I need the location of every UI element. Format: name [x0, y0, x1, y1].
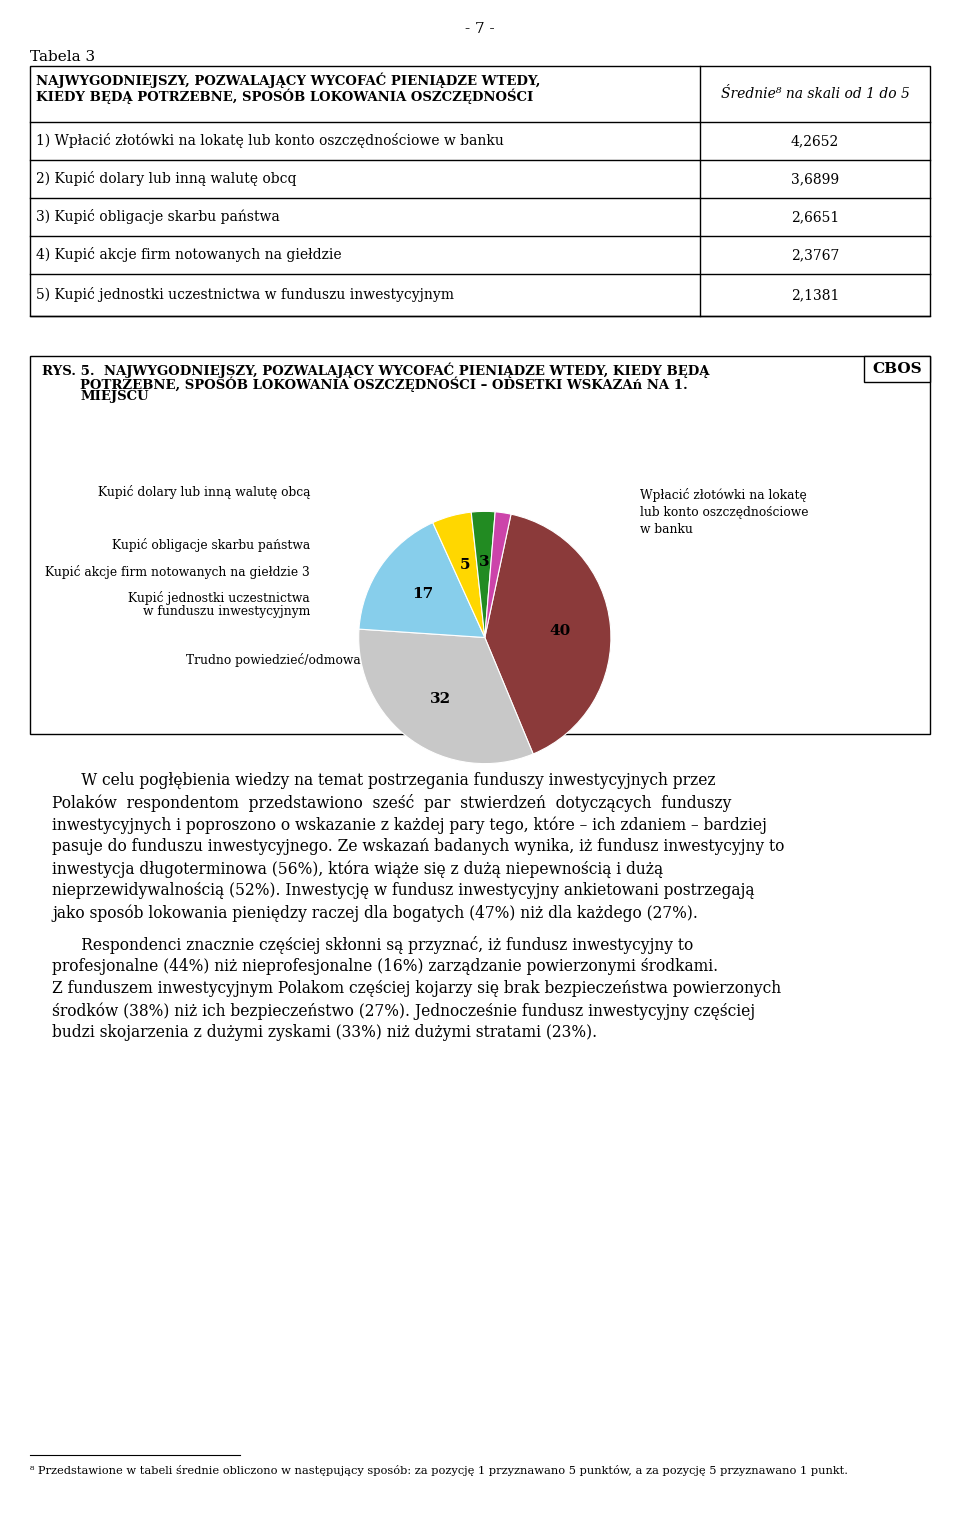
Text: 4,2652: 4,2652 — [791, 134, 839, 148]
Text: Respondenci znacznie częściej skłonni są przyznać, iż fundusz inwestycyjny to: Respondenci znacznie częściej skłonni są… — [52, 937, 693, 954]
Text: środków (38%) niż ich bezpieczeństwo (27%). Jednocześnie fundusz inwestycyjny cz: środków (38%) niż ich bezpieczeństwo (27… — [52, 1001, 756, 1020]
Text: 3: 3 — [478, 555, 490, 569]
Text: 3) Kupić obligacje skarbu państwa: 3) Kupić obligacje skarbu państwa — [36, 209, 279, 225]
Text: Wpłacić złotówki na lokatę
lub konto oszczędnościowe
w banku: Wpłacić złotówki na lokatę lub konto osz… — [640, 488, 808, 537]
Text: inwestycyjnych i poproszono o wskazanie z każdej pary tego, które – ich zdaniem : inwestycyjnych i poproszono o wskazanie … — [52, 817, 767, 834]
Text: CBOS: CBOS — [873, 361, 922, 375]
Wedge shape — [359, 523, 485, 637]
Text: Z funduszem inwestycyjnym Polakom częściej kojarzy się brak bezpieczeństwa powie: Z funduszem inwestycyjnym Polakom części… — [52, 980, 781, 997]
Wedge shape — [433, 512, 485, 637]
Text: 1) Wpłacić złotówki na lokatę lub konto oszczędnościowe w banku: 1) Wpłacić złotówki na lokatę lub konto … — [36, 134, 504, 149]
Text: pasuje do funduszu inwestycyjnego. Ze wskazań badanych wynika, iż fundusz inwest: pasuje do funduszu inwestycyjnego. Ze ws… — [52, 838, 784, 855]
Text: jako sposób lokowania pieniędzy raczej dla bogatych (47%) niż dla każdego (27%).: jako sposób lokowania pieniędzy raczej d… — [52, 904, 698, 921]
Bar — [864, 355, 930, 381]
Text: budzi skojarzenia z dużymi zyskami (33%) niż dużymi stratami (23%).: budzi skojarzenia z dużymi zyskami (33%)… — [52, 1024, 597, 1041]
Text: NAJWYGODNIEJSZY, POZWALAJĄCY WYCOFAĆ PIENIĄDZE WTEDY,: NAJWYGODNIEJSZY, POZWALAJĄCY WYCOFAĆ PIE… — [36, 72, 540, 88]
Bar — [30, 66, 930, 315]
Text: KIEDY BĘDĄ POTRZEBNE, SPOSÓB LOKOWANIA OSZCZĘDNOŚCI: KIEDY BĘDĄ POTRZEBNE, SPOSÓB LOKOWANIA O… — [36, 88, 533, 103]
Wedge shape — [359, 629, 533, 763]
Wedge shape — [471, 512, 495, 637]
Text: - 7 -: - 7 - — [466, 22, 494, 35]
Text: Kupić dolary lub inną walutę obcą: Kupić dolary lub inną walutę obcą — [98, 484, 310, 498]
Wedge shape — [485, 512, 511, 637]
Text: RYS. 5.  NAJWYGODNIEJSZY, POZWALAJĄCY WYCOFAĆ PIENIĄDZE WTEDY, KIEDY BĘDĄ: RYS. 5. NAJWYGODNIEJSZY, POZWALAJĄCY WYC… — [42, 361, 709, 377]
Text: Tabela 3: Tabela 3 — [30, 51, 95, 65]
Text: 5) Kupić jednostki uczestnictwa w funduszu inwestycyjnym: 5) Kupić jednostki uczestnictwa w fundus… — [36, 288, 454, 303]
Text: w funduszu inwestycyjnym: w funduszu inwestycyjnym — [143, 606, 310, 618]
Text: 5: 5 — [460, 557, 470, 572]
Text: Kupić obligacje skarbu państwa: Kupić obligacje skarbu państwa — [111, 538, 310, 552]
Text: 17: 17 — [412, 588, 433, 601]
Text: inwestycja długoterminowa (56%), która wiąże się z dużą niepewnością i dużą: inwestycja długoterminowa (56%), która w… — [52, 860, 663, 878]
Bar — [30, 355, 930, 734]
Text: MIEJSCU: MIEJSCU — [80, 391, 149, 403]
Text: 40: 40 — [549, 623, 571, 638]
Text: Polaków  respondentom  przedstawiono  sześć  par  stwierdzeń  dotyczących  fundu: Polaków respondentom przedstawiono sześć… — [52, 794, 732, 812]
Text: 2,3767: 2,3767 — [791, 248, 839, 261]
Text: 3,6899: 3,6899 — [791, 172, 839, 186]
Text: 2) Kupić dolary lub inną walutę obcq: 2) Kupić dolary lub inną walutę obcq — [36, 172, 297, 186]
Text: W celu pogłębienia wiedzy na temat postrzegania funduszy inwestycyjnych przez: W celu pogłębienia wiedzy na temat postr… — [52, 772, 715, 789]
Text: 2,6651: 2,6651 — [791, 211, 839, 225]
Text: 32: 32 — [430, 692, 451, 706]
Text: Trudno powiedzieć/odmowa odpowiedzi: Trudno powiedzieć/odmowa odpowiedzi — [185, 654, 435, 667]
Text: POTRZEBNE, SPOSÓB LOKOWANIA OSZCZĘDNOŚCI – ODSETKI WSKAZAń NA 1.: POTRZEBNE, SPOSÓB LOKOWANIA OSZCZĘDNOŚCI… — [80, 375, 687, 392]
Text: Kupić akcje firm notowanych na giełdzie 3: Kupić akcje firm notowanych na giełdzie … — [45, 564, 310, 578]
Text: Kupić jednostki uczestnictwa: Kupić jednostki uczestnictwa — [129, 591, 310, 604]
Text: 4) Kupić akcje firm notowanych na giełdzie: 4) Kupić akcje firm notowanych na giełdz… — [36, 248, 342, 263]
Text: nieprzewidywalnością (52%). Inwestycję w fundusz inwestycyjny ankietowani postrz: nieprzewidywalnością (52%). Inwestycję w… — [52, 881, 755, 900]
Text: Średnie⁸ na skali od 1 do 5: Średnie⁸ na skali od 1 do 5 — [721, 88, 909, 102]
Text: ⁸ Przedstawione w tabeli średnie obliczono w następujący sposób: za pozycję 1 pr: ⁸ Przedstawione w tabeli średnie obliczo… — [30, 1466, 848, 1476]
Text: 2,1381: 2,1381 — [791, 288, 839, 301]
Wedge shape — [485, 514, 611, 754]
Text: profesjonalne (44%) niż nieprofesjonalne (16%) zarządzanie powierzonymi środkami: profesjonalne (44%) niż nieprofesjonalne… — [52, 958, 718, 975]
